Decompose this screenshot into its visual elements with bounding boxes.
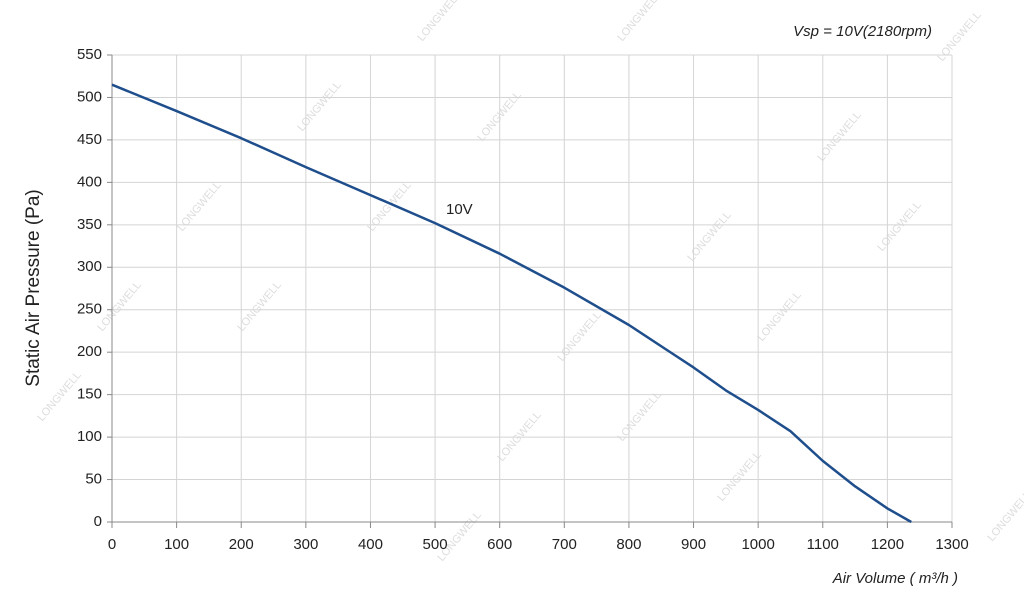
x-axis-label: Air Volume ( m³/h ) bbox=[832, 570, 958, 587]
x-tick-label: 300 bbox=[293, 536, 318, 553]
y-axis-label: Static Air Pressure (Pa) bbox=[23, 189, 44, 386]
watermark: LONGWELL bbox=[715, 449, 763, 504]
y-tick-label: 450 bbox=[77, 131, 102, 148]
watermark: LONGWELL bbox=[685, 209, 733, 264]
x-tick-label: 800 bbox=[616, 536, 641, 553]
watermark: LONGWELL bbox=[295, 79, 343, 134]
watermark: LONGWELL bbox=[235, 279, 283, 334]
y-tick-label: 300 bbox=[77, 258, 102, 275]
y-tick-label: 50 bbox=[85, 471, 102, 488]
watermark: LONGWELL bbox=[95, 279, 143, 334]
x-tick-label: 100 bbox=[164, 536, 189, 553]
watermark: LONGWELL bbox=[985, 489, 1024, 544]
x-tick-label: 1100 bbox=[807, 536, 839, 553]
x-tick-label: 900 bbox=[681, 536, 706, 553]
x-tick-label: 700 bbox=[552, 536, 577, 553]
watermark: LONGWELL bbox=[365, 179, 413, 234]
watermark: LONGWELL bbox=[875, 199, 923, 254]
y-tick-label: 550 bbox=[77, 46, 102, 63]
y-tick-label: 350 bbox=[77, 216, 102, 233]
y-tick-label: 100 bbox=[77, 428, 102, 445]
y-tick-label: 200 bbox=[77, 343, 102, 360]
x-tick-label: 200 bbox=[229, 536, 254, 553]
watermark: LONGWELL bbox=[555, 309, 603, 364]
watermark: LONGWELL bbox=[755, 289, 803, 344]
x-tick-label: 500 bbox=[423, 536, 448, 553]
chart-subtitle: Vsp = 10V(2180rpm) bbox=[793, 23, 932, 40]
x-tick-label: 0 bbox=[108, 536, 116, 553]
line-series bbox=[111, 83, 912, 524]
watermark: LONGWELL bbox=[175, 179, 223, 234]
watermark: LONGWELL bbox=[615, 389, 663, 444]
x-tick-label: 400 bbox=[358, 536, 383, 553]
y-tick-label: 250 bbox=[77, 301, 102, 318]
x-tick-label: 1000 bbox=[741, 536, 774, 553]
x-tick-label: 1300 bbox=[935, 536, 968, 553]
y-tick-label: 0 bbox=[94, 513, 102, 530]
watermark: LONGWELL bbox=[935, 9, 983, 64]
x-tick-label: 1200 bbox=[871, 536, 904, 553]
watermark: LONGWELL bbox=[415, 0, 463, 44]
series-label: 10V bbox=[446, 201, 473, 218]
x-tick-label: 600 bbox=[487, 536, 512, 553]
watermark: LONGWELL bbox=[495, 409, 543, 464]
y-tick-label: 500 bbox=[77, 88, 102, 105]
y-tick-label: 400 bbox=[77, 173, 102, 190]
y-tick-label: 150 bbox=[77, 386, 102, 403]
watermark: LONGWELL bbox=[615, 0, 663, 44]
